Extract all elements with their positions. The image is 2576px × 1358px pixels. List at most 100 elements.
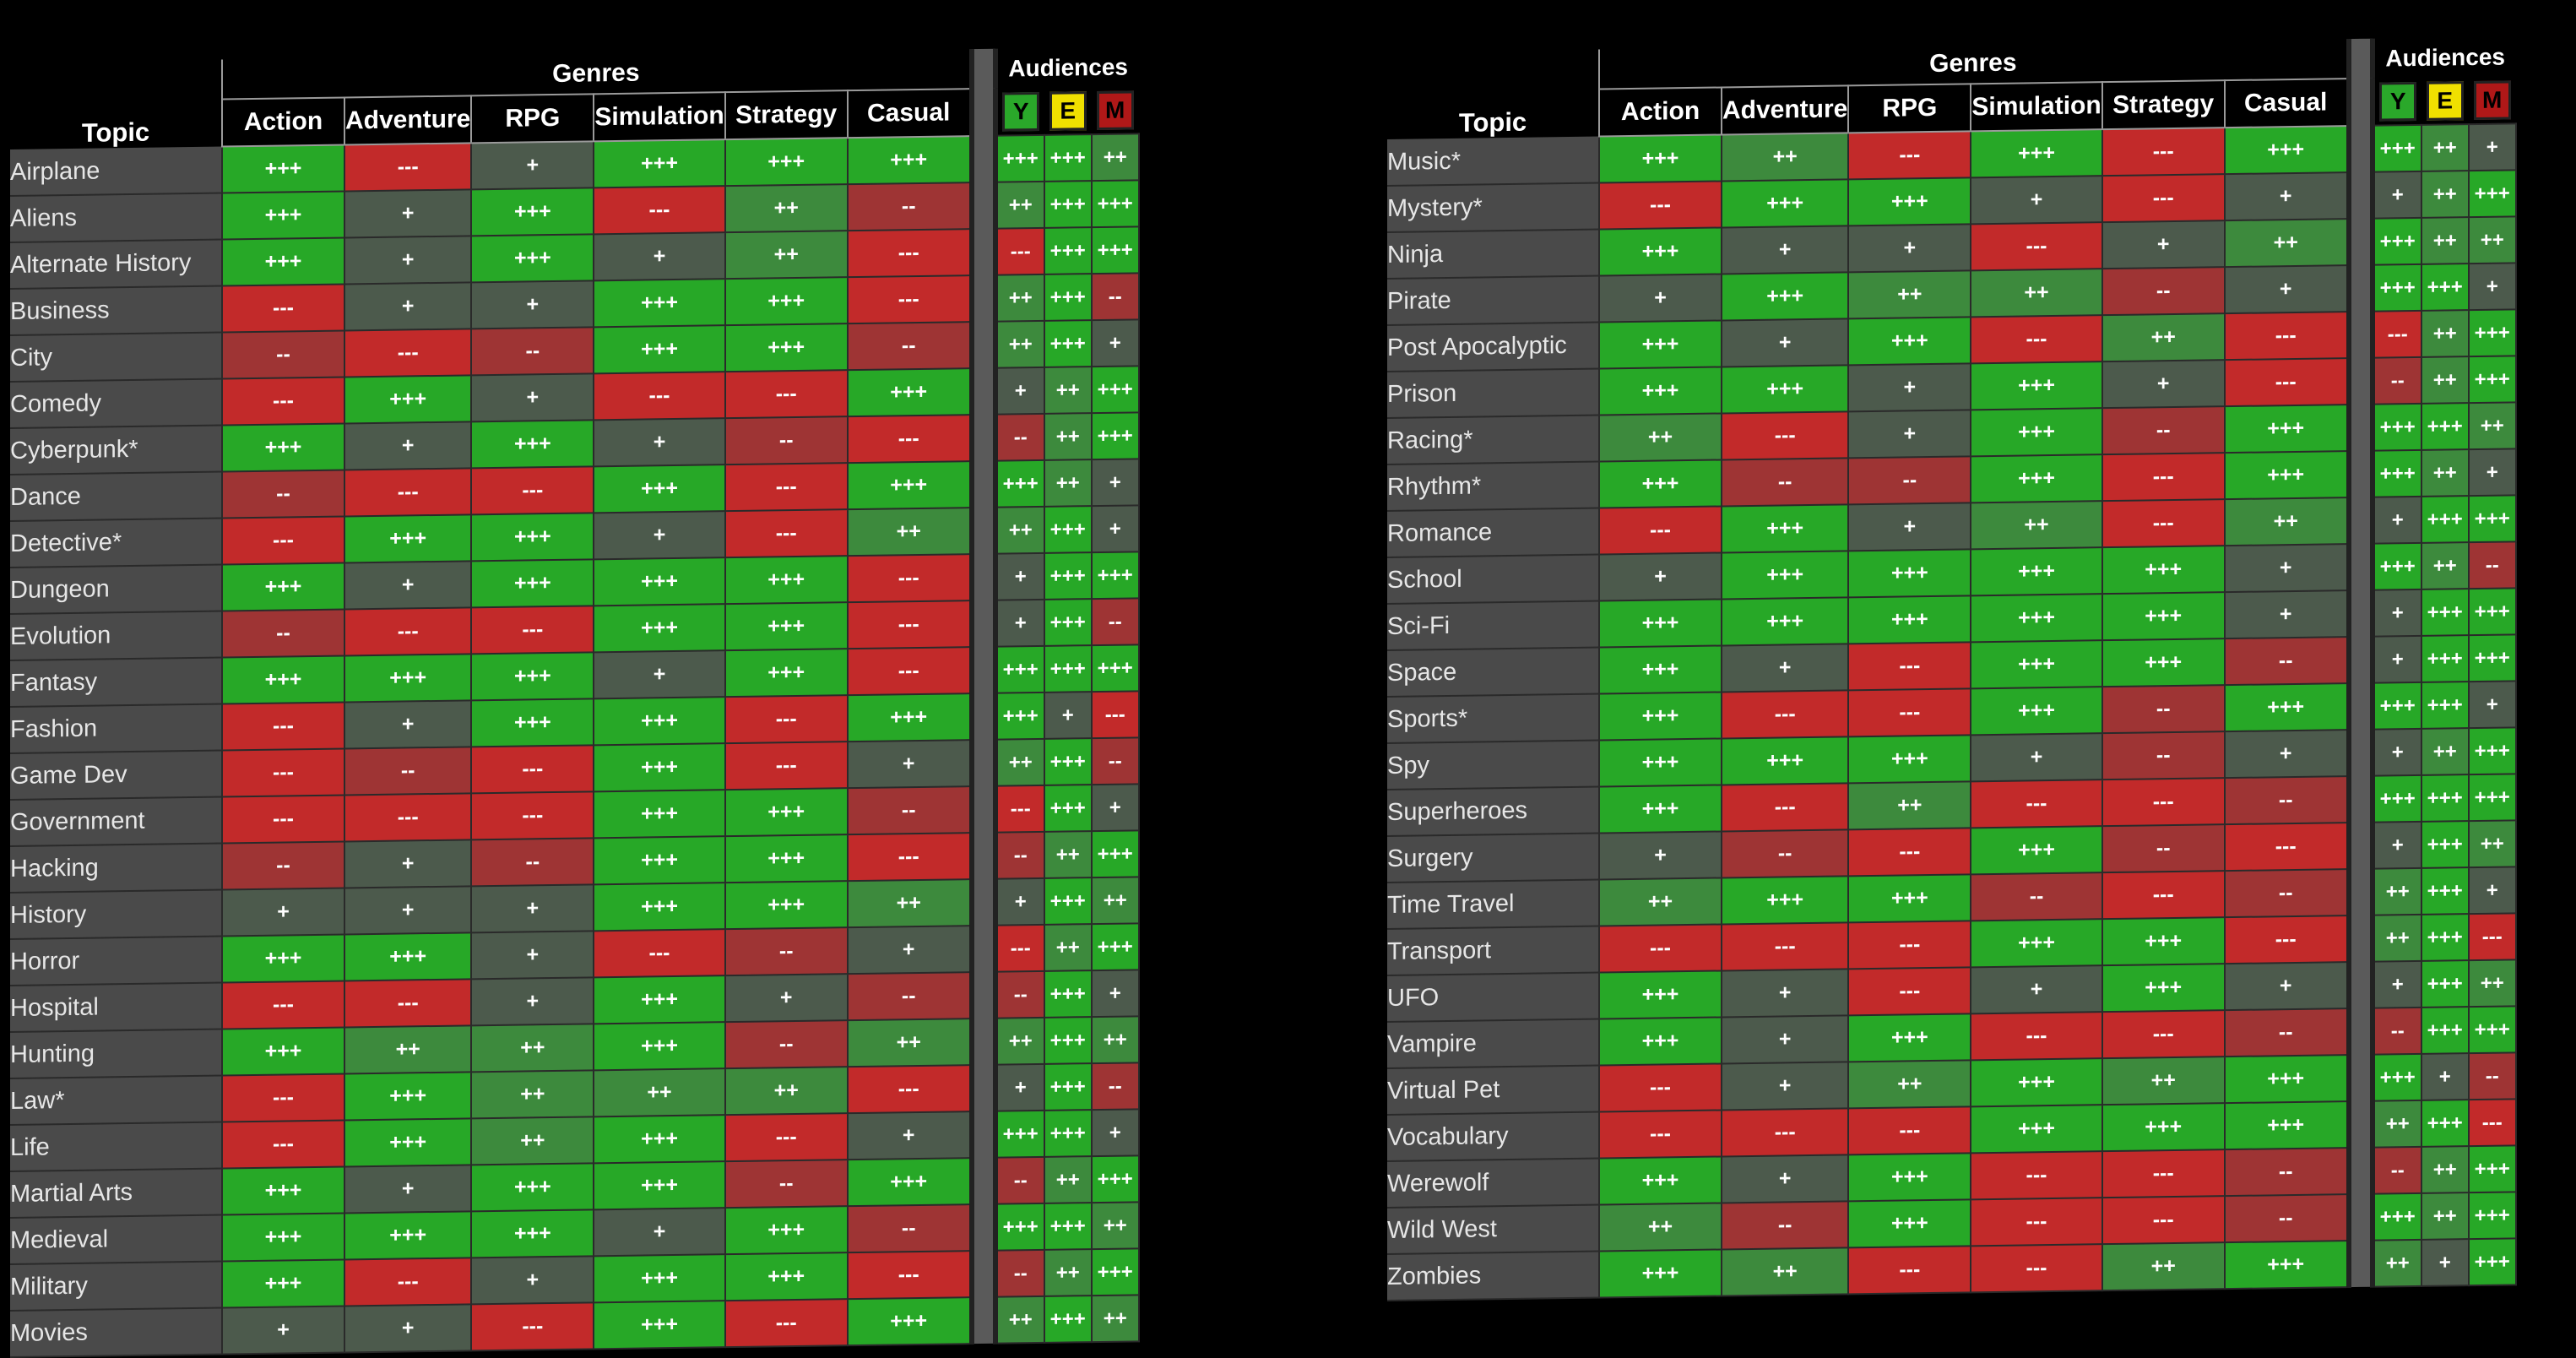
genre-rating-cell: + bbox=[471, 931, 594, 980]
genre-rating-cell: +++ bbox=[594, 325, 725, 374]
genre-rating-cell: + bbox=[2224, 590, 2349, 639]
topic-label: Dance bbox=[10, 471, 222, 521]
genre-rating-cell: + bbox=[1848, 224, 1971, 273]
audience-rating-cell: ++ bbox=[2421, 1192, 2469, 1240]
audience-badge-m: M bbox=[1096, 90, 1134, 130]
topic-label: Fashion bbox=[10, 703, 222, 753]
audience-badge-e: E bbox=[2426, 80, 2464, 121]
topic-label: Surgery bbox=[1387, 833, 1599, 883]
genre-rating-cell: ++ bbox=[724, 1067, 848, 1116]
genre-rating-cell: --- bbox=[594, 372, 725, 421]
audience-rating-cell: ++ bbox=[1091, 1295, 1139, 1343]
genre-rating-cell: + bbox=[471, 1256, 594, 1305]
genre-rating-cell: --- bbox=[1599, 1063, 1722, 1112]
audience-rating-cell: +++ bbox=[1044, 1203, 1092, 1250]
genre-rating-cell: ++ bbox=[1722, 1247, 1849, 1296]
audience-rating-cell: ++ bbox=[1091, 877, 1139, 925]
genre-rating-cell: + bbox=[1599, 831, 1722, 880]
audience-rating-cell: +++ bbox=[2468, 309, 2516, 357]
audience-rating-cell: +++ bbox=[1044, 785, 1092, 832]
genre-rating-cell: +++ bbox=[1848, 1199, 1971, 1248]
genre-rating-cell: --- bbox=[1599, 181, 1722, 230]
genre-rating-cell: +++ bbox=[2101, 592, 2225, 641]
genre-rating-cell: + bbox=[594, 418, 725, 467]
topic-label: Detective* bbox=[10, 518, 222, 568]
genre-header-adventure: Adventure bbox=[1722, 85, 1849, 135]
audience-rating-cell: ++ bbox=[995, 320, 1044, 368]
genre-rating-cell: --- bbox=[847, 554, 972, 603]
genre-rating-cell: +++ bbox=[471, 420, 594, 469]
genre-rating-cell: --- bbox=[222, 748, 344, 797]
genre-rating-cell: +++ bbox=[471, 1163, 594, 1212]
genre-rating-cell: --- bbox=[1971, 315, 2102, 364]
genre-rating-cell: +++ bbox=[1599, 1017, 1722, 1066]
genre-rating-cell: --- bbox=[724, 741, 848, 790]
genre-rating-cell: +++ bbox=[594, 557, 725, 606]
audience-rating-cell: ++ bbox=[2421, 310, 2469, 357]
genre-rating-cell: +++ bbox=[594, 279, 725, 328]
genre-rating-cell: -- bbox=[2101, 824, 2225, 873]
genre-rating-cell: +++ bbox=[222, 1213, 344, 1262]
audience-rating-cell: + bbox=[1091, 970, 1139, 1018]
genre-rating-cell: --- bbox=[847, 229, 972, 278]
genre-rating-cell: + bbox=[2101, 360, 2225, 409]
audience-rating-cell: --- bbox=[2468, 913, 2516, 961]
audience-rating-cell: +++ bbox=[2372, 217, 2421, 265]
topic-label: School bbox=[1387, 554, 1599, 604]
audience-rating-cell: + bbox=[2372, 821, 2421, 869]
genre-rating-cell: +++ bbox=[471, 652, 594, 701]
audience-rating-cell: +++ bbox=[2468, 634, 2516, 682]
genre-rating-cell: -- bbox=[222, 609, 344, 658]
genre-rating-cell: +++ bbox=[1722, 876, 1849, 925]
genre-rating-cell: ++ bbox=[2224, 497, 2349, 546]
audience-rating-cell: +++ bbox=[1091, 180, 1139, 228]
genre-rating-cell: --- bbox=[724, 509, 848, 558]
genre-rating-cell: +++ bbox=[1848, 1153, 1971, 1202]
genre-rating-cell: + bbox=[1722, 1062, 1849, 1111]
genre-rating-cell: --- bbox=[1599, 506, 1722, 555]
genre-rating-cell: --- bbox=[2101, 1196, 2225, 1245]
audience-rating-cell: +++ bbox=[2421, 1007, 2469, 1054]
topic-label: Mystery* bbox=[1387, 182, 1599, 232]
genre-rating-cell: --- bbox=[1848, 1246, 1971, 1295]
audience-rating-cell: +++ bbox=[995, 1203, 1044, 1251]
genre-rating-cell: ++ bbox=[1971, 501, 2102, 550]
genre-rating-cell: + bbox=[724, 974, 848, 1023]
genre-rating-cell: +++ bbox=[594, 975, 725, 1024]
topic-label: Life bbox=[10, 1122, 222, 1171]
audience-rating-cell: + bbox=[1091, 319, 1139, 367]
genre-rating-cell: ++ bbox=[471, 1116, 594, 1165]
audience-rating-cell: -- bbox=[2372, 356, 2421, 405]
topic-label: Rhythm* bbox=[1387, 461, 1599, 511]
audience-rating-cell: +++ bbox=[2468, 170, 2516, 218]
genre-rating-cell: ++ bbox=[847, 508, 972, 557]
audience-rating-cell: -- bbox=[2468, 1052, 2516, 1100]
genre-header-casual: Casual bbox=[2224, 79, 2349, 128]
genre-rating-cell: -- bbox=[2224, 776, 2349, 825]
genre-header-strategy: Strategy bbox=[724, 90, 848, 140]
audience-rating-cell: +++ bbox=[2468, 1006, 2516, 1054]
genre-rating-cell: + bbox=[1971, 176, 2102, 225]
genre-rating-cell: +++ bbox=[2101, 638, 2225, 687]
audience-rating-cell: +++ bbox=[1044, 1063, 1092, 1111]
topic-label: Wild West bbox=[1387, 1204, 1599, 1254]
genre-rating-cell: + bbox=[1848, 363, 1971, 412]
topic-label: Dungeon bbox=[10, 564, 222, 614]
genre-header-simulation: Simulation bbox=[1971, 82, 2102, 132]
genre-rating-cell: --- bbox=[344, 607, 472, 656]
genre-rating-cell: --- bbox=[1722, 1108, 1849, 1157]
genre-rating-cell: -- bbox=[724, 416, 848, 465]
audience-rating-cell: +++ bbox=[2421, 867, 2469, 915]
genre-rating-cell: + bbox=[1599, 552, 1722, 601]
genre-rating-cell: + bbox=[847, 926, 972, 975]
genre-rating-cell: +++ bbox=[1971, 1105, 2102, 1154]
audience-badge-y: Y bbox=[2379, 81, 2417, 122]
genre-rating-cell: +++ bbox=[1848, 549, 1971, 598]
genre-rating-cell: +++ bbox=[222, 1259, 344, 1308]
genre-rating-cell: + bbox=[471, 280, 594, 329]
genre-rating-cell: --- bbox=[222, 284, 344, 333]
genre-rating-cell: + bbox=[344, 1304, 472, 1353]
genre-rating-cell: +++ bbox=[1722, 272, 1849, 321]
topic-label: City bbox=[10, 332, 222, 382]
genre-header-rpg: RPG bbox=[471, 94, 594, 144]
